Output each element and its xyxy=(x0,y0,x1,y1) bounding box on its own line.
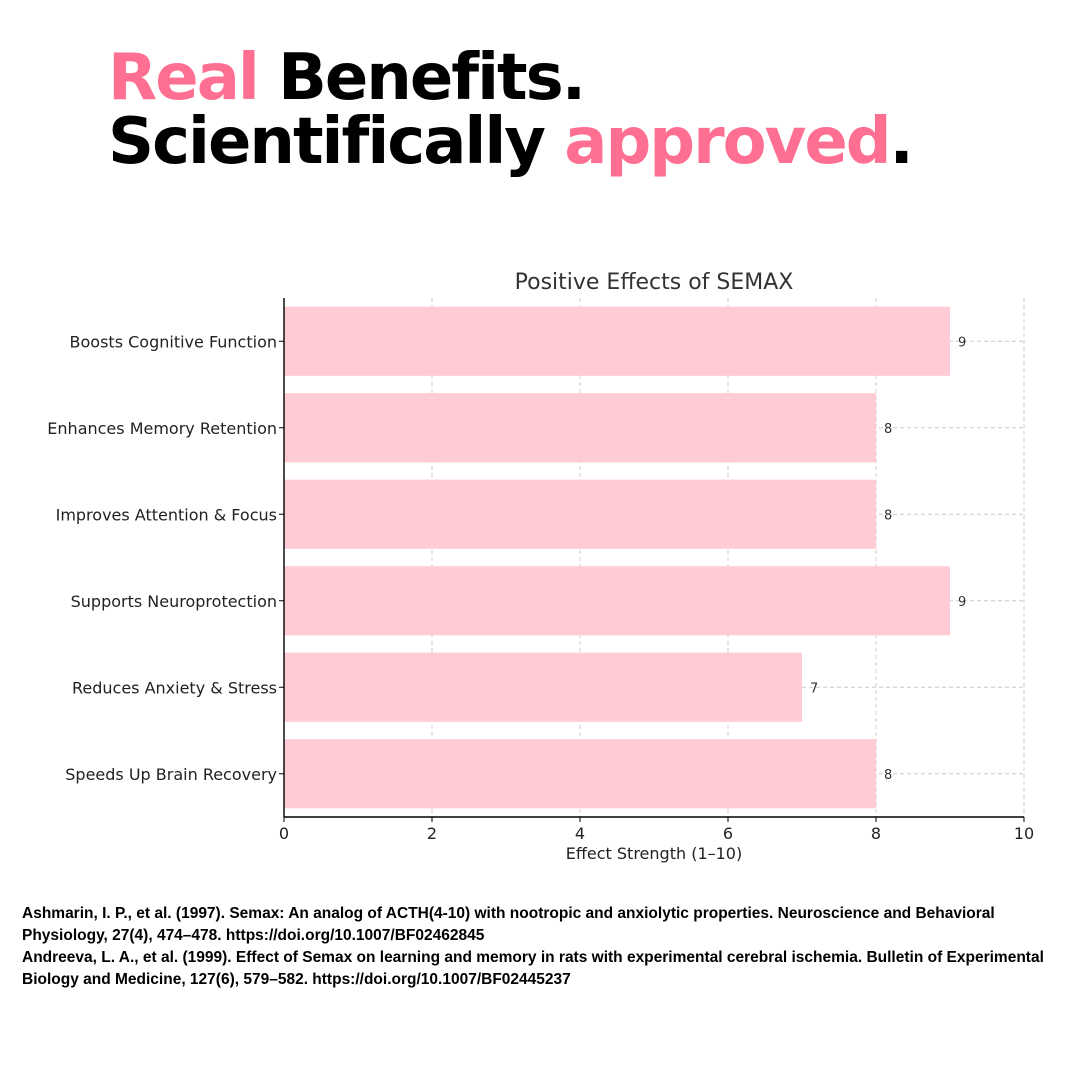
y-tick-label-4: Reduces Anxiety & Stress xyxy=(72,678,277,697)
bars xyxy=(284,306,950,809)
x-tick-label-1: 2 xyxy=(427,824,437,843)
x-tick-label-3: 6 xyxy=(723,824,733,843)
x-tick-label-4: 8 xyxy=(871,824,881,843)
y-tick-label-3: Supports Neuroprotection xyxy=(71,592,277,611)
bar-value-label-2: 8 xyxy=(884,508,892,523)
bar-chart: Positive Effects of SEMAX 9 8 8 9 7 8 Boosts … xyxy=(47,270,1034,863)
bar-value-label-0: 9 xyxy=(958,335,966,350)
bar-1 xyxy=(284,393,876,463)
bar-2 xyxy=(284,479,876,549)
x-axis-label: Effect Strength (1–10) xyxy=(566,844,742,863)
bar-5 xyxy=(284,739,876,809)
y-tick-label-2: Improves Attention & Focus xyxy=(56,505,277,524)
x-tick-label-0: 0 xyxy=(279,824,289,843)
reference-1: Ashmarin, I. P., et al. (1997). Semax: A… xyxy=(22,905,995,944)
headline-accent-word-2: approved xyxy=(564,105,891,179)
headline-accent-word-1: Real xyxy=(108,41,260,115)
data-labels: 9 8 8 9 7 8 xyxy=(810,335,966,783)
references: Ashmarin, I. P., et al. (1997). Semax: A… xyxy=(22,903,1052,991)
x-tick-label-5: 10 xyxy=(1014,824,1034,843)
bar-value-label-3: 9 xyxy=(958,595,966,610)
bar-value-label-4: 7 xyxy=(810,681,818,696)
y-tick-label-5: Speeds Up Brain Recovery xyxy=(65,765,277,784)
headline-period: . xyxy=(889,105,914,179)
headline-text-1: Benefits. xyxy=(257,41,586,115)
y-tick-label-0: Boosts Cognitive Function xyxy=(70,332,277,351)
headline-line-1: Real Benefits. xyxy=(108,46,912,110)
headline-text-2: Scientifically xyxy=(108,105,565,179)
y-tick-label-1: Enhances Memory Retention xyxy=(47,419,277,438)
headline: Real Benefits. Scientifically approved. xyxy=(108,46,914,174)
axes: Boosts Cognitive Function Enhances Memory… xyxy=(47,298,1034,843)
bar-value-label-1: 8 xyxy=(884,422,892,437)
bar-4 xyxy=(284,652,802,722)
bar-0 xyxy=(284,306,950,376)
reference-2: Andreeva, L. A., et al. (1999). Effect o… xyxy=(22,949,1044,988)
x-tick-label-2: 4 xyxy=(575,824,585,843)
bar-3 xyxy=(284,566,950,636)
headline-line-2: Scientifically approved. xyxy=(108,110,914,174)
chart-title: Positive Effects of SEMAX xyxy=(515,270,794,295)
bar-value-label-5: 8 xyxy=(884,768,892,783)
